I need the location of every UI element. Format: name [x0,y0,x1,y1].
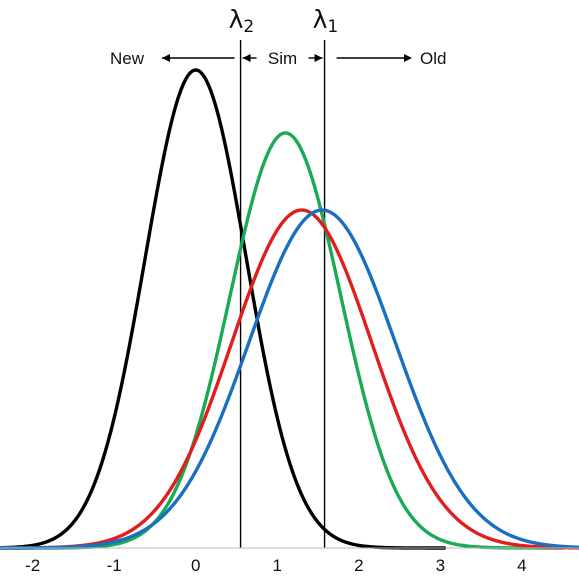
x-tick-label: 1 [273,556,282,575]
region-label-sim: Sim [268,49,297,68]
threshold-layer [239,40,326,548]
threshold-label-lambda1: λ1 [313,5,339,37]
x-tick-label: 0 [191,556,200,575]
series-curve-4 [0,208,579,550]
annotation-layer: λ2 λ1 New Sim Old [110,5,446,68]
arrow-head [404,54,412,62]
series-curve-2 [0,131,565,550]
region-label-old: Old [420,49,446,68]
region-label-new: New [110,49,145,68]
arrow-head [242,54,251,62]
x-tick-label: -2 [25,556,40,575]
x-tick-label: -1 [107,556,122,575]
x-tick-label: 3 [436,556,445,575]
arrow-head [162,54,170,62]
x-tick-label: 2 [354,556,363,575]
arrow-head [314,54,323,62]
x-axis: -2 -1 0 1 2 3 4 [0,547,579,575]
curve-layer [0,68,579,550]
threshold-label-lambda2: λ2 [229,5,255,37]
series-curve-1 [0,68,447,550]
x-tick-label: 4 [517,556,526,575]
